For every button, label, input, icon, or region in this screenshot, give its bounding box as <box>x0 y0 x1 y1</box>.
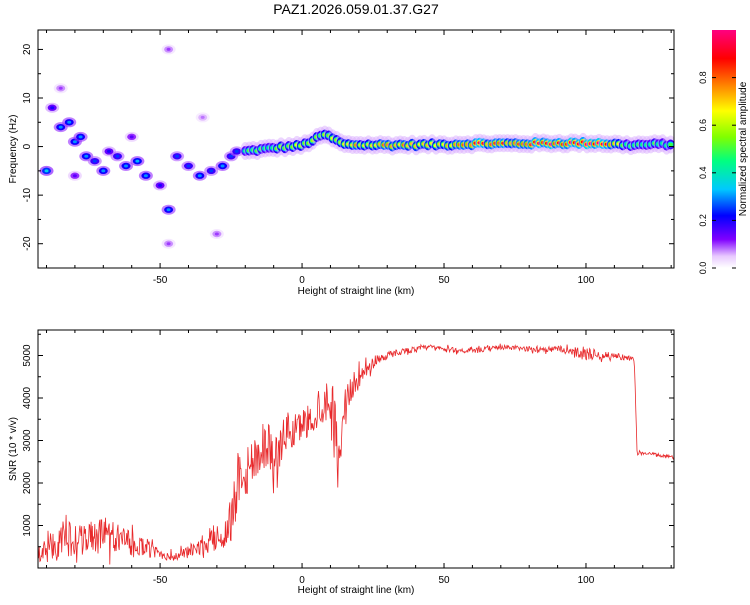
spectrogram-blob <box>161 44 176 55</box>
spectrogram-xtick-label: 0 <box>299 275 305 286</box>
spectrogram-ytick-label: 10 <box>22 92 33 104</box>
snr-ticks: -50 0 50 100 1000 2000 3000 4000 5000 <box>22 330 674 586</box>
spectrogram-xtick-label: -50 <box>153 275 168 286</box>
colorbar-label: Normalized spectral amplitude <box>738 81 749 216</box>
colorbar: 0.0 0.2 0.4 0.6 0.8 Normalized spectral ampl… <box>698 30 749 274</box>
spectrogram-ytick-label: -10 <box>22 187 33 202</box>
spectrogram-blob <box>53 122 68 133</box>
spectrogram-blob <box>130 156 145 167</box>
colorbar-tick-label: 0.6 <box>698 119 708 132</box>
snr-ytick-label: 3000 <box>22 429 33 452</box>
colorbar-tick-label: 0.0 <box>698 262 708 275</box>
spectrogram-ytick-label: 20 <box>22 43 33 55</box>
colorbar-tick-label: 0.4 <box>698 167 708 180</box>
snr-xtick-label: 50 <box>438 575 450 586</box>
snr-frame <box>37 329 675 569</box>
snr-xlabel: Height of straight line (km) <box>298 585 415 596</box>
spectrogram-blob <box>39 165 54 176</box>
spectrogram-ridge <box>240 125 674 160</box>
spectrogram-blob <box>204 165 219 176</box>
snr-series-line <box>38 343 674 565</box>
spectrogram-blob <box>138 170 153 181</box>
snr-ytick-label: 2000 <box>22 471 33 494</box>
spectrogram-xtick-label: 100 <box>578 275 595 286</box>
spectrogram-ytick-label: 0 <box>22 143 33 149</box>
spectrogram-blob <box>170 151 185 162</box>
colorbar-ticks: 0.0 0.2 0.4 0.6 0.8 <box>698 71 736 274</box>
spectrogram-blob <box>119 161 134 171</box>
spectrogram-blob <box>195 112 210 123</box>
snr-xtick-label: -50 <box>153 575 168 586</box>
snr-ytick-label: 5000 <box>22 344 33 367</box>
colorbar-tick-label: 0.2 <box>698 214 708 227</box>
spectrogram-blob <box>124 131 139 142</box>
spectrogram-blob <box>73 131 88 142</box>
spectrogram-frame <box>37 29 675 269</box>
spectrogram-blob <box>215 161 230 171</box>
spectrogram-blob <box>209 229 224 239</box>
snr-plot-area <box>38 343 674 565</box>
spectrogram-blob <box>181 161 196 171</box>
spectrogram-blob <box>62 117 77 128</box>
snr-xtick-label: 0 <box>299 575 305 586</box>
spectrogram-blob <box>229 146 244 157</box>
spectrogram-xtick-label: 50 <box>438 275 450 286</box>
spectrogram-blob <box>161 238 176 249</box>
spectrogram-heatmap <box>39 44 674 249</box>
spectrogram-blob <box>96 165 111 176</box>
spectrogram-blob <box>53 83 68 94</box>
snr-panel: -50 0 50 100 1000 2000 3000 4000 5000 Height of … <box>8 329 675 596</box>
spectrogram-blob <box>110 151 125 162</box>
spectrogram-blob <box>161 204 176 215</box>
snr-xtick-label: 100 <box>578 575 595 586</box>
spectrogram-blob <box>87 156 102 167</box>
spectrogram-ylabel: Frequency (Hz) <box>8 115 19 184</box>
snr-ylabel: SNR (10 * v/v) <box>8 417 19 481</box>
colorbar-tick-label: 0.8 <box>698 71 708 84</box>
spectrogram-panel: -50 0 50 100 -20 -10 0 10 20 Height of straight … <box>8 29 675 297</box>
colorbar-scale <box>712 30 736 268</box>
spectrogram-blob <box>67 170 82 181</box>
spectrogram-xlabel: Height of straight line (km) <box>298 286 415 297</box>
snr-ytick-label: 4000 <box>22 386 33 409</box>
spectrogram-ytick-label: -20 <box>22 236 33 251</box>
spectrogram-ticks: -50 0 50 100 -20 -10 0 10 20 <box>22 30 674 286</box>
spectrogram-blob <box>153 180 168 191</box>
snr-ytick-label: 1000 <box>22 514 33 537</box>
spectrogram-blob <box>192 170 207 181</box>
spectrogram-blob <box>45 102 60 113</box>
figure-title: PAZ1.2026.059.01.37.G27 <box>273 1 439 17</box>
